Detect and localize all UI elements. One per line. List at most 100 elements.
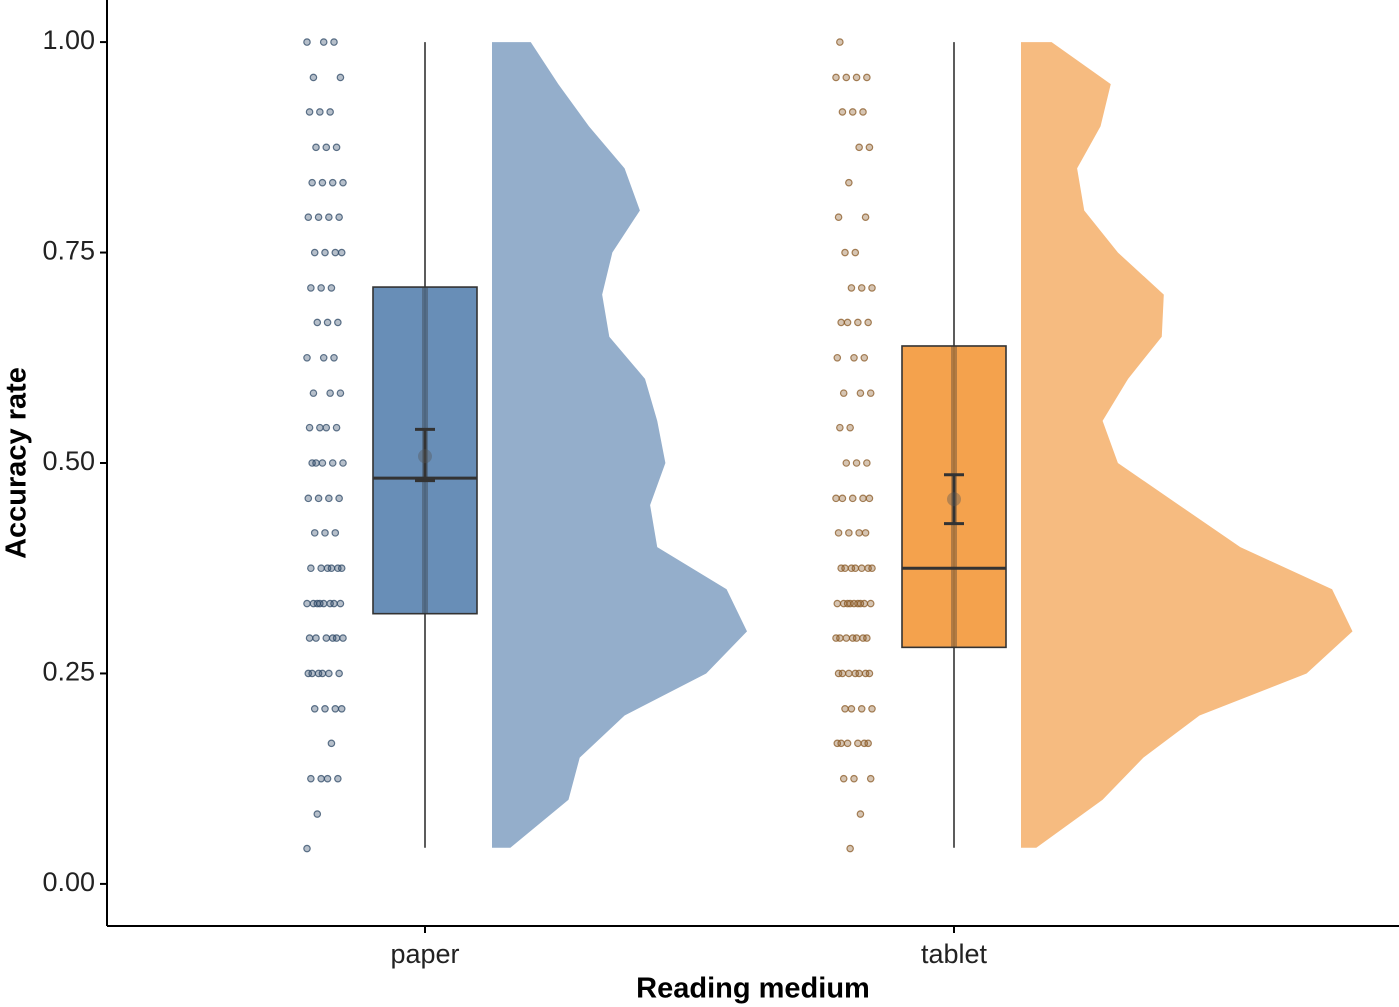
data-point (326, 108, 334, 116)
data-point (335, 213, 343, 221)
data-point (303, 844, 311, 853)
data-point (339, 634, 347, 642)
data-point (843, 739, 852, 748)
data-point (839, 774, 848, 783)
y-axis-title: Accuracy rate (1, 367, 33, 559)
y-tick-label: 0.25 (42, 657, 95, 687)
data-point (332, 423, 341, 432)
data-point (847, 284, 856, 292)
data-point (316, 108, 324, 116)
data-point (836, 634, 844, 642)
data-point (845, 669, 853, 678)
data-point (327, 284, 336, 292)
data-point (833, 599, 842, 608)
data-point (303, 353, 311, 362)
x-tick-label: tablet (921, 939, 988, 969)
data-point (852, 73, 861, 82)
data-point (855, 529, 863, 537)
data-point (866, 774, 875, 783)
mean (947, 492, 961, 507)
data-point (842, 73, 851, 82)
data-point (304, 494, 313, 503)
data-point (850, 774, 858, 783)
data-point (305, 423, 314, 432)
data-point (857, 705, 866, 713)
data-point (843, 599, 852, 608)
data-point (337, 564, 346, 573)
data-point (303, 38, 311, 46)
data-point (864, 318, 872, 327)
data-point (851, 248, 860, 257)
data-point (863, 459, 871, 467)
data-point (854, 739, 862, 748)
data-point (328, 459, 337, 467)
data-point (845, 178, 853, 187)
data-point (313, 810, 322, 818)
mean (418, 449, 432, 464)
data-point (850, 353, 858, 362)
data-point (841, 248, 849, 257)
data-point (325, 669, 333, 678)
data-point (322, 143, 331, 152)
data-point (834, 213, 843, 221)
data-point (304, 213, 313, 221)
data-point (335, 494, 343, 503)
data-point (837, 318, 845, 327)
data-point (854, 318, 862, 327)
data-point (327, 739, 336, 748)
data-point (307, 564, 315, 573)
data-point (865, 494, 874, 503)
data-point (334, 774, 342, 783)
data-point (330, 38, 338, 46)
data-point (864, 739, 872, 748)
data-point (317, 284, 325, 292)
data-point (321, 529, 329, 537)
data-point (308, 178, 316, 187)
data-point (857, 284, 866, 292)
data-point (310, 248, 319, 257)
data-point (314, 213, 323, 221)
data-point (314, 494, 323, 503)
data-point (839, 389, 848, 397)
data-point (317, 774, 325, 783)
y-tick-label: 0.50 (42, 446, 95, 476)
density (1021, 42, 1353, 848)
data-point (855, 669, 863, 678)
y-tick-label: 0.75 (42, 236, 95, 266)
data-point (859, 494, 867, 503)
data-point (866, 389, 875, 397)
data-point (325, 213, 333, 221)
data-point (838, 494, 847, 503)
data-point (307, 774, 315, 783)
data-point (337, 248, 346, 257)
data-point (856, 810, 865, 818)
data-point (332, 634, 341, 642)
data-point (323, 318, 332, 327)
data-point (330, 599, 338, 608)
data-point (316, 423, 324, 432)
data-point (843, 318, 852, 327)
data-point (868, 564, 876, 573)
data-point (312, 634, 320, 642)
data-point (863, 634, 871, 642)
data-point (866, 599, 875, 608)
density (492, 42, 747, 848)
data-point (851, 564, 860, 573)
data-point (305, 108, 314, 116)
data-point (868, 705, 876, 713)
data-point (842, 459, 851, 467)
data-point (855, 143, 863, 152)
data-point (330, 353, 338, 362)
data-point (336, 599, 345, 608)
data-point (860, 599, 869, 608)
data-point (307, 284, 315, 292)
data-point (832, 494, 840, 503)
data-point (838, 669, 847, 678)
data-point (860, 353, 869, 362)
data-point (309, 73, 318, 82)
data-point (846, 423, 854, 432)
data-point (339, 459, 347, 467)
data-point (321, 248, 329, 257)
